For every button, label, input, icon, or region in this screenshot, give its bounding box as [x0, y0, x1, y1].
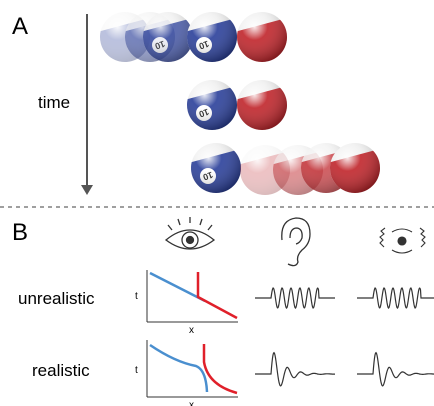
eye-icon: [166, 217, 214, 249]
ball: [230, 12, 298, 72]
waveform: [255, 353, 335, 386]
waveform: [255, 288, 335, 308]
brain-icon: [380, 228, 425, 253]
ball-shine: [143, 12, 193, 62]
panel-label: B: [12, 219, 28, 246]
waveform: [357, 353, 434, 386]
row-label: realistic: [32, 361, 90, 380]
figure: A time 10101010 B unrealistic realistic …: [0, 0, 434, 406]
x-axis-label: x: [189, 325, 194, 336]
ball-shine: [237, 80, 287, 130]
ball: [230, 80, 298, 140]
waveform: [357, 288, 434, 308]
ear-icon: [282, 218, 310, 266]
ball-shine: [330, 143, 380, 193]
ball-shine: [187, 12, 237, 62]
panel-label: A: [12, 13, 28, 40]
waveforms: [255, 288, 434, 386]
y-axis-label: t: [135, 365, 138, 376]
time-label: time: [38, 93, 70, 112]
arrow-head: [81, 185, 93, 195]
balls: 10101010: [93, 12, 391, 205]
ball-shine: [191, 143, 241, 193]
y-axis-label: t: [135, 291, 138, 302]
ball-shine: [237, 12, 287, 62]
row-label: unrealistic: [18, 289, 95, 308]
x-axis-label: x: [189, 400, 194, 406]
ball-shine: [187, 80, 237, 130]
